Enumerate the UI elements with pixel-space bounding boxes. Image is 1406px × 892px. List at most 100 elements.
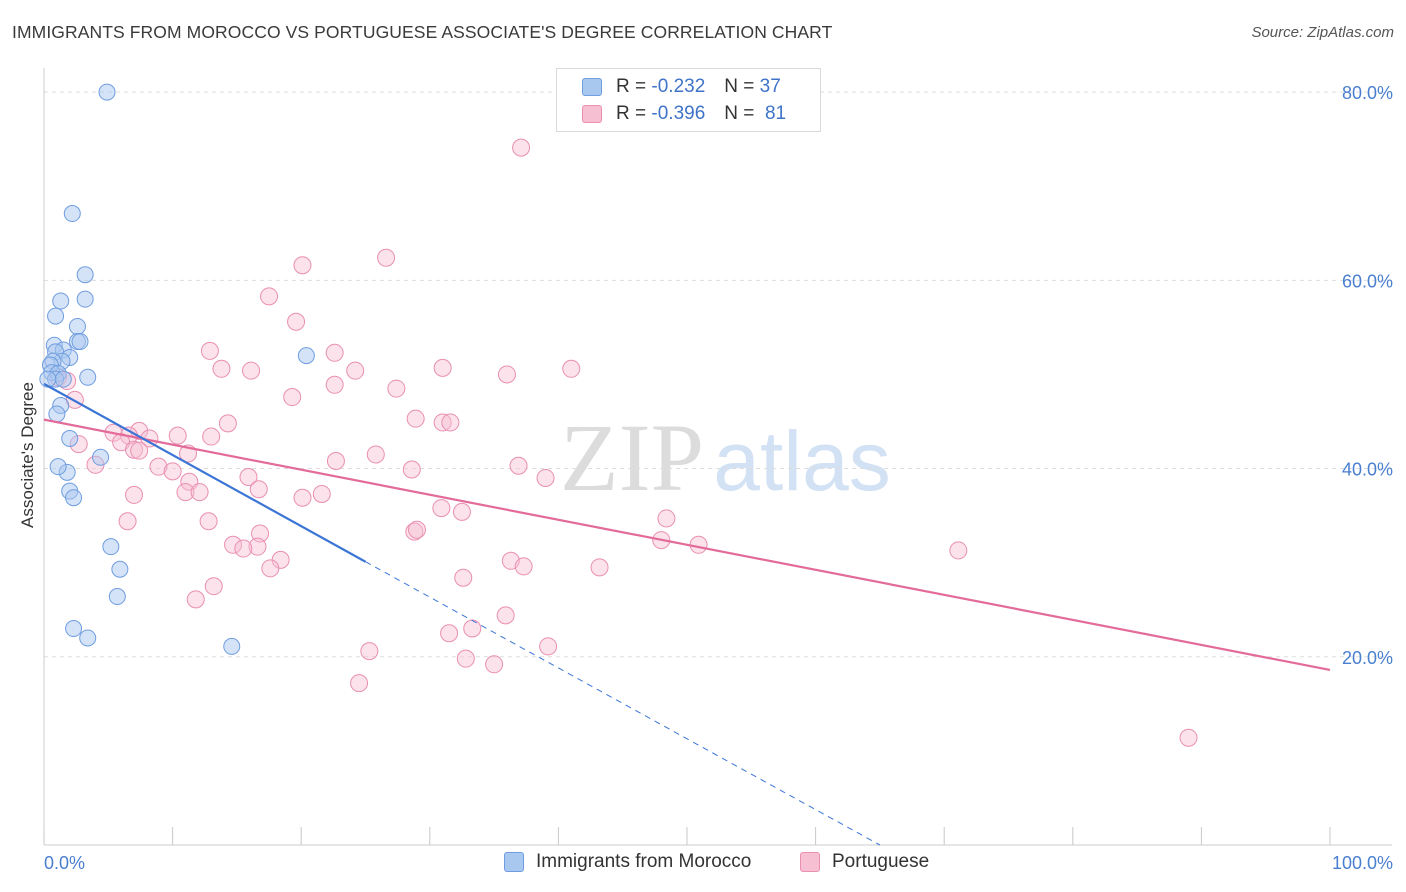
portuguese-point bbox=[283, 388, 302, 407]
chart-title: IMMIGRANTS FROM MOROCCO VS PORTUGUESE AS… bbox=[12, 22, 833, 42]
portuguese-point bbox=[350, 674, 369, 693]
portuguese-point bbox=[657, 509, 676, 528]
portuguese-point bbox=[312, 484, 331, 503]
morocco-trend-line bbox=[43, 382, 367, 563]
y-tick-label: 60.0% bbox=[1342, 271, 1393, 291]
portuguese-point bbox=[407, 520, 426, 539]
morocco-trend-extension bbox=[365, 561, 881, 846]
y-tick-label: 40.0% bbox=[1342, 460, 1393, 480]
portuguese-point bbox=[261, 559, 280, 578]
legend-r-value: -0.232 bbox=[651, 76, 706, 97]
portuguese-point bbox=[536, 468, 555, 487]
morocco-point bbox=[223, 637, 241, 655]
morocco-point bbox=[92, 448, 110, 466]
portuguese-point bbox=[456, 649, 475, 668]
portuguese-point bbox=[149, 457, 168, 476]
portuguese-point bbox=[204, 577, 223, 596]
legend-r-value: -0.396 bbox=[651, 103, 706, 124]
portuguese-point bbox=[497, 365, 516, 384]
morocco-point bbox=[48, 405, 66, 423]
portuguese-point bbox=[346, 361, 365, 380]
portuguese-point bbox=[118, 512, 137, 531]
portuguese-point bbox=[130, 441, 149, 460]
legend-r-label: R = bbox=[616, 76, 647, 97]
portuguese-point bbox=[405, 522, 424, 541]
axes bbox=[43, 68, 1392, 846]
portuguese-point bbox=[514, 557, 533, 576]
portuguese-point bbox=[463, 619, 482, 638]
series-swatch-morocco bbox=[504, 852, 524, 872]
portuguese-point bbox=[199, 512, 218, 531]
portuguese-point bbox=[454, 568, 473, 587]
trend-lines bbox=[43, 382, 1331, 846]
series-legend-portuguese: Portuguese bbox=[800, 851, 929, 873]
portuguese-point bbox=[562, 359, 581, 378]
morocco-point bbox=[76, 266, 94, 284]
portuguese-point bbox=[452, 502, 471, 521]
portuguese-point bbox=[377, 248, 396, 267]
portuguese-point bbox=[234, 539, 253, 558]
morocco-point bbox=[297, 347, 315, 365]
series-swatch-portuguese bbox=[800, 852, 820, 872]
morocco-point bbox=[47, 307, 65, 325]
morocco-point bbox=[98, 83, 116, 101]
legend-n-value: 81 bbox=[764, 103, 787, 124]
morocco-point bbox=[79, 368, 97, 386]
watermark-zip: ZIP bbox=[560, 404, 704, 511]
portuguese-point bbox=[163, 462, 182, 481]
legend-n-label: N = bbox=[724, 103, 755, 124]
series-legend-morocco: Immigrants from Morocco bbox=[504, 851, 751, 873]
portuguese-point bbox=[248, 537, 267, 556]
legend-swatch-portuguese bbox=[582, 105, 602, 123]
portuguese-point bbox=[432, 499, 451, 518]
watermark-atlas: atlas bbox=[713, 414, 890, 508]
morocco-point bbox=[49, 458, 67, 476]
portuguese-point bbox=[168, 426, 187, 445]
portuguese-point bbox=[325, 375, 344, 394]
portuguese-point bbox=[242, 361, 261, 380]
morocco-point bbox=[79, 629, 97, 647]
portuguese-point bbox=[441, 413, 460, 432]
series-legend: Immigrants from Morocco Portuguese bbox=[0, 851, 1406, 877]
portuguese-point bbox=[326, 452, 345, 471]
morocco-point bbox=[63, 205, 81, 223]
portuguese-point bbox=[260, 287, 279, 306]
series-legend-label: Immigrants from Morocco bbox=[536, 851, 752, 872]
portuguese-point bbox=[512, 138, 531, 157]
portuguese-point bbox=[496, 606, 515, 625]
legend-swatch-morocco bbox=[582, 78, 602, 96]
legend-row-morocco: R = -0.232 N = 37 bbox=[557, 74, 781, 100]
morocco-point bbox=[108, 588, 126, 606]
portuguese-point bbox=[218, 414, 237, 433]
x-tick-label: 0.0% bbox=[44, 853, 85, 873]
portuguese-point bbox=[539, 637, 558, 656]
morocco-point bbox=[52, 292, 70, 310]
portuguese-points bbox=[49, 138, 1198, 747]
y-axis-label: Associate's Degree bbox=[18, 382, 37, 528]
portuguese-point bbox=[1179, 728, 1198, 747]
portuguese-point bbox=[249, 480, 268, 499]
portuguese-point bbox=[366, 445, 385, 464]
gridlines bbox=[44, 91, 1392, 658]
y-tick-label: 80.0% bbox=[1342, 83, 1393, 103]
portuguese-point bbox=[186, 590, 205, 609]
morocco-point bbox=[61, 429, 79, 447]
portuguese-point bbox=[293, 488, 312, 507]
portuguese-point bbox=[125, 440, 144, 459]
morocco-point bbox=[111, 560, 129, 578]
morocco-point bbox=[102, 538, 120, 556]
morocco-point bbox=[76, 290, 94, 308]
portuguese-point bbox=[176, 483, 195, 502]
stats-legend: R = -0.232 N = 37 R = -0.396 N = 81 bbox=[556, 68, 821, 132]
portuguese-point bbox=[325, 343, 344, 362]
portuguese-point bbox=[402, 460, 421, 479]
portuguese-point bbox=[239, 468, 258, 487]
portuguese-point bbox=[287, 312, 306, 331]
portuguese-point bbox=[224, 535, 243, 554]
portuguese-point bbox=[212, 359, 231, 378]
portuguese-point bbox=[433, 413, 452, 432]
portuguese-point bbox=[202, 427, 221, 446]
portuguese-point bbox=[293, 256, 312, 275]
portuguese-trend-line bbox=[43, 418, 1331, 672]
